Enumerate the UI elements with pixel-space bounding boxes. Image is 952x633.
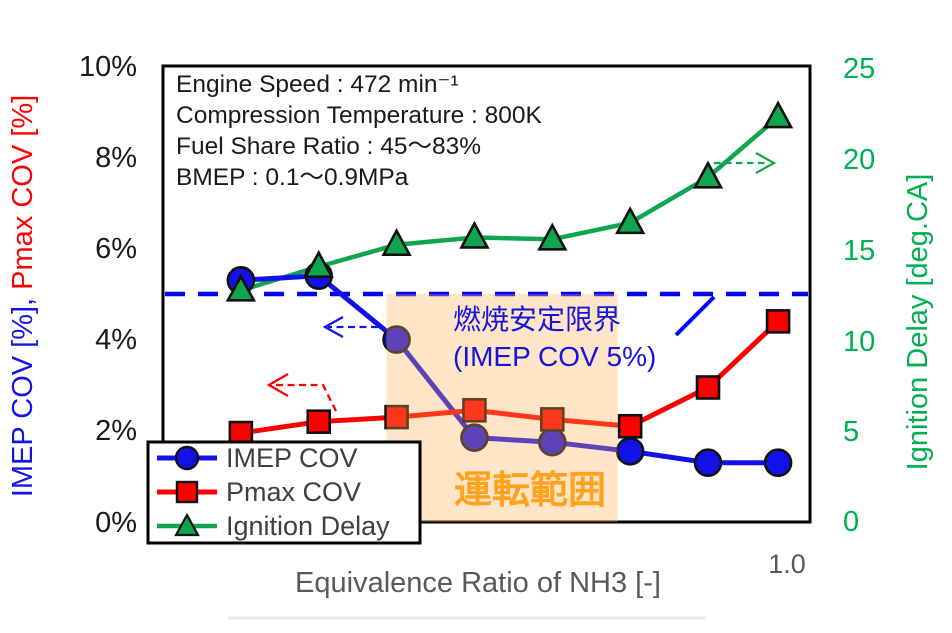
ignition-delay-marker <box>303 249 334 278</box>
left-tick-0: 0% <box>95 507 137 539</box>
info-line-compression-temp: Compression Temperature : 800K <box>176 102 543 129</box>
imep-cov-marker <box>382 325 411 354</box>
ignition-delay-marker <box>614 206 646 235</box>
pmax-axis-arrow <box>266 373 338 412</box>
info-line-fuel-share: Fuel Share Ratio : 45～83% <box>176 133 481 160</box>
pmax-cov-marker <box>539 407 565 432</box>
right-tick-0: 0 <box>843 506 859 538</box>
left-tick-4: 4% <box>95 324 137 356</box>
left-axis-title: IMEP COV [%], Pmax COV [%] <box>7 95 39 497</box>
series-layer <box>165 100 808 522</box>
legend-label-ignition: Ignition Delay <box>226 511 390 541</box>
left-tick-6: 6% <box>95 233 137 265</box>
pmax-cov-marker <box>306 409 332 434</box>
right-tick-10: 10 <box>843 326 875 358</box>
pmax-cov-marker <box>462 397 487 423</box>
ignition-delay-marker <box>537 222 568 251</box>
right-tick-20: 20 <box>843 144 875 176</box>
imep-cov-marker <box>693 448 723 478</box>
operating-region-overlay <box>386 294 618 522</box>
legend-circle-icon <box>174 445 200 471</box>
legend: IMEP COV Pmax COV Ignition Delay <box>146 440 422 545</box>
left-tick-10: 10% <box>79 51 137 83</box>
stability-limit-text-2: (IMEP COV 5%) <box>453 341 656 372</box>
imep-cov-marker <box>763 448 793 478</box>
legend-item-ignition-delay: Ignition Delay <box>157 511 390 541</box>
ignition-delay-marker <box>381 228 412 257</box>
legend-item-imep-cov: IMEP COV <box>157 443 358 473</box>
imep-cov-marker <box>460 423 489 452</box>
pmax-cov-marker <box>384 404 409 430</box>
info-line-engine-speed: Engine Speed : 472 min⁻¹ <box>176 71 459 98</box>
imep-cov-marker <box>615 437 645 466</box>
pmax-cov-marker <box>617 413 643 439</box>
ignition-axis-arrow <box>714 152 777 174</box>
stability-limit-annotation: 燃焼安定限界 (IMEP COV 5%) <box>453 304 656 372</box>
operating-region-label: 運転範囲 <box>454 470 606 512</box>
pmax-cov-marker <box>765 309 791 334</box>
left-axis-ticks: 10% 8% 6% 4% 2% 0% <box>79 51 137 539</box>
pmax-cov-line <box>240 319 780 436</box>
left-axis-title-imep: IMEP COV [%], <box>7 290 39 497</box>
info-line-bmep: BMEP : 0.1～0.9MPa <box>176 164 409 191</box>
legend-label-pmax: Pmax COV <box>226 477 361 507</box>
right-axis-ticks: 25 20 15 10 5 0 <box>843 53 875 538</box>
condition-info-block: Engine Speed : 472 min⁻¹ Compression Tem… <box>176 71 543 191</box>
x-tick-1p0: 1.0 <box>768 549 806 579</box>
limit-leader-line <box>674 295 716 337</box>
right-axis-title: Ignition Delay [deg.CA] <box>902 174 934 471</box>
legend-square-icon <box>175 480 199 504</box>
imep-axis-arrow <box>322 315 378 339</box>
ignition-delay-marker <box>225 273 257 302</box>
pmax-cov-marker <box>695 375 721 400</box>
left-tick-8: 8% <box>95 142 137 174</box>
stability-limit-text-1: 燃焼安定限界 <box>453 304 621 335</box>
legend-triangle-icon <box>174 512 200 537</box>
right-tick-5: 5 <box>843 416 859 448</box>
legend-item-pmax-cov: Pmax COV <box>157 477 361 507</box>
ignition-delay-marker <box>762 100 794 129</box>
ignition-delay-marker <box>692 160 724 189</box>
right-tick-15: 15 <box>843 235 875 267</box>
right-tick-25: 25 <box>843 53 875 85</box>
left-axis-title-pmax: Pmax COV [%] <box>7 95 39 290</box>
left-tick-2: 2% <box>95 415 137 447</box>
x-axis-title: Equivalence Ratio of NH3 [-] <box>295 567 661 599</box>
ignition-delay-marker <box>459 220 490 249</box>
legend-label-imep: IMEP COV <box>226 443 358 473</box>
